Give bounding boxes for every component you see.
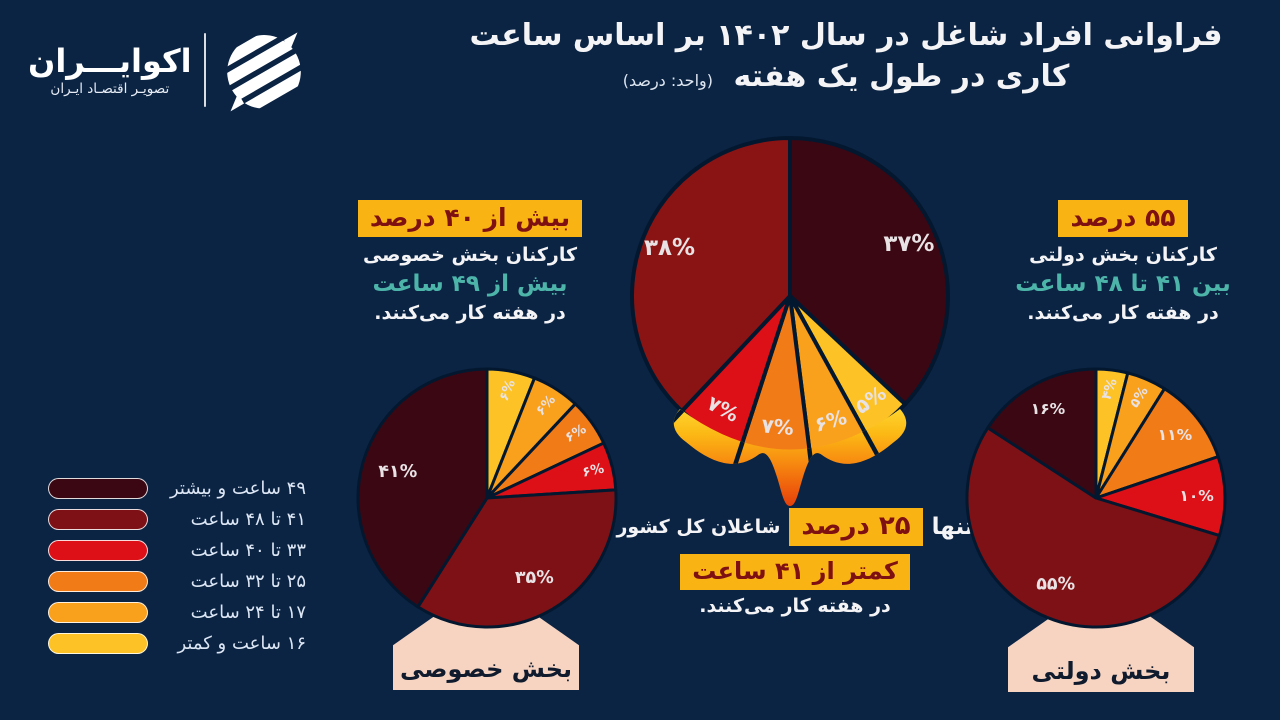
- total-who: شاغلان کل کشور: [616, 516, 781, 538]
- page-title: فراوانی افراد شاغل در سال ۱۴۰۲ بر اساس س…: [420, 16, 1272, 96]
- slice-label: ۱۶%: [1031, 400, 1066, 418]
- logo-subtitle: تصویـر اقتصـاد ایـران: [50, 81, 170, 98]
- private-hours: بیش از ۴۹ ساعت: [372, 271, 568, 297]
- logo-divider: [203, 33, 206, 107]
- logo-title: اکوایـــران: [28, 41, 192, 80]
- legend: ۴۹ ساعت و بیشتر ۴۱ تا ۴۸ ساعت ۳۳ تا ۴۰ ساع…: [48, 478, 319, 654]
- legend-label: ۴۱ تا ۴۸ ساعت: [190, 509, 306, 530]
- total-hours-highlight: کمتر از ۴۱ ساعت: [680, 554, 910, 590]
- slice-label: ۳۷%: [883, 231, 934, 257]
- private-tail: در هفته کار می‌کنند.: [374, 302, 566, 324]
- legend-item: ۲۵ تا ۳۲ ساعت: [48, 571, 319, 592]
- government-who: کارکنان بخش دولتی: [1029, 244, 1217, 266]
- annotation-private-sector: بیش از ۴۰ درصد کارکنان بخش خصوصی بیش از …: [310, 200, 630, 324]
- slice-label: ۴%: [1098, 376, 1121, 402]
- legend-item: ۴۹ ساعت و بیشتر: [48, 478, 319, 499]
- government-highlight: ۵۵ درصد: [1058, 200, 1188, 237]
- legend-item: ۳۳ تا ۴۰ ساعت: [48, 540, 319, 561]
- total-line-1: تنها ۲۵ درصد شاغلان کل کشور: [612, 508, 978, 546]
- logo-text-block: اکوایـــران تصویـر اقتصـاد ایـران: [28, 41, 192, 98]
- pedestal-government-label: بخش دولتی: [1031, 657, 1171, 685]
- legend-label: ۳۳ تا ۴۰ ساعت: [190, 540, 306, 561]
- title-line-2: کاری در طول یک هفته (واحد: درصد): [420, 57, 1272, 96]
- slice-label: ۱۱%: [1158, 426, 1193, 444]
- unit-note: (واحد: درصد): [622, 70, 713, 90]
- annotation-government-sector: ۵۵ درصد کارکنان بخش دولتی بین ۴۱ تا ۴۸ س…: [968, 200, 1278, 324]
- legend-swatch: [48, 509, 148, 530]
- slice-label: ۴۱%: [378, 462, 417, 482]
- private-who: کارکنان بخش خصوصی: [362, 244, 578, 266]
- legend-swatch: [48, 602, 148, 623]
- government-tail: در هفته کار می‌کنند.: [1027, 302, 1219, 324]
- legend-swatch: [48, 540, 148, 561]
- pie-chart-private-sector: ۶%۶%۶%۶%۳۵%۴۱%: [356, 367, 618, 629]
- slice-label: ۷%: [761, 413, 795, 440]
- legend-item: ۱۷ تا ۲۴ ساعت: [48, 602, 319, 623]
- annotation-total: تنها ۲۵ درصد شاغلان کل کشور کمتر از ۴۱ س…: [612, 508, 978, 617]
- legend-label: ۲۵ تا ۳۲ ساعت: [190, 571, 306, 592]
- title-line-2-text: کاری در طول یک هفته: [733, 58, 1070, 94]
- total-prefix: تنها: [931, 514, 974, 540]
- slice-label: ۵۵%: [1036, 575, 1075, 595]
- legend-label: ۱۶ ساعت و کمتر: [177, 633, 306, 654]
- government-hours: بین ۴۱ تا ۴۸ ساعت: [1015, 271, 1231, 297]
- slice-label: ۳۸%: [644, 235, 695, 261]
- pie-chart-government-sector: ۴% ۵%۱۱%۱۰%۵۵%۱۶%: [965, 367, 1227, 629]
- legend-item: ۴۱ تا ۴۸ ساعت: [48, 509, 319, 530]
- slice-label: ۱۰%: [1179, 487, 1214, 505]
- pedestal-private-label: بخش خصوصی: [399, 655, 573, 683]
- pie-chart-total: ۳۷%۵%۶%۷%۷%۳۸%: [630, 136, 950, 506]
- ecoiran-logo-mark-icon: [217, 24, 310, 116]
- ecoiran-logo: اکوایـــران تصویـر اقتصـاد ایـران: [28, 24, 310, 116]
- slice-label: ۶%: [496, 377, 519, 404]
- legend-label: ۱۷ تا ۲۴ ساعت: [190, 602, 306, 623]
- legend-swatch: [48, 478, 148, 499]
- slice-label: ۳۵%: [515, 568, 554, 588]
- legend-item: ۱۶ ساعت و کمتر: [48, 633, 319, 654]
- legend-label: ۴۹ ساعت و بیشتر: [169, 478, 306, 499]
- title-line-1: فراوانی افراد شاغل در سال ۱۴۰۲ بر اساس س…: [469, 18, 1223, 53]
- slice-label: ۶%: [581, 460, 606, 480]
- total-tail: در هفته کار می‌کنند.: [699, 595, 891, 617]
- legend-swatch: [48, 571, 148, 592]
- legend-swatch: [48, 633, 148, 654]
- total-percent-highlight: ۲۵ درصد: [789, 508, 923, 546]
- private-highlight: بیش از ۴۰ درصد: [357, 200, 583, 237]
